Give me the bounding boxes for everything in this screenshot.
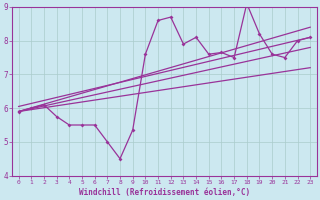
X-axis label: Windchill (Refroidissement éolien,°C): Windchill (Refroidissement éolien,°C)	[79, 188, 250, 197]
